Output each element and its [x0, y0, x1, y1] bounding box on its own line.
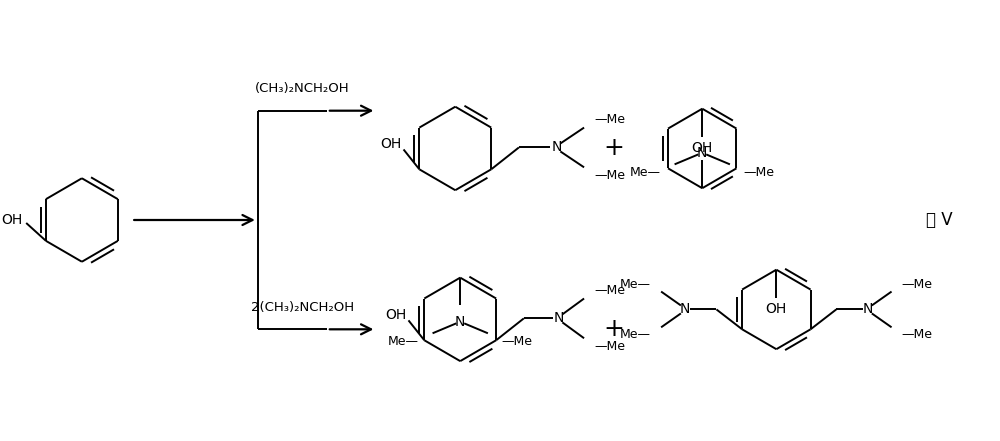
Text: N: N: [553, 311, 564, 325]
Text: —Me: —Me: [901, 278, 932, 291]
Text: —Me: —Me: [502, 335, 533, 348]
Text: OH: OH: [2, 213, 23, 227]
Text: Me—: Me—: [620, 328, 651, 341]
Text: —Me: —Me: [594, 284, 625, 297]
Text: +: +: [603, 318, 624, 341]
Text: —Me: —Me: [594, 113, 625, 126]
Text: OH: OH: [385, 308, 406, 322]
Text: Me—: Me—: [388, 335, 419, 348]
Text: 式 V: 式 V: [926, 211, 953, 229]
Text: N: N: [680, 303, 690, 317]
Text: Me—: Me—: [620, 278, 651, 291]
Text: —Me: —Me: [744, 166, 775, 179]
Text: +: +: [603, 136, 624, 161]
Text: 2(CH₃)₂NCH₂OH: 2(CH₃)₂NCH₂OH: [251, 301, 354, 314]
Text: —Me: —Me: [594, 169, 625, 182]
Text: N: N: [697, 146, 707, 161]
Text: N: N: [863, 303, 873, 317]
Text: OH: OH: [766, 303, 787, 317]
Text: —Me: —Me: [901, 328, 932, 341]
Text: N: N: [551, 141, 562, 154]
Text: Me—: Me—: [630, 166, 661, 179]
Text: N: N: [455, 315, 465, 329]
Text: —Me: —Me: [594, 340, 625, 353]
Text: OH: OH: [380, 138, 401, 151]
Text: OH: OH: [692, 142, 713, 156]
Text: (CH₃)₂NCH₂OH: (CH₃)₂NCH₂OH: [255, 82, 349, 95]
